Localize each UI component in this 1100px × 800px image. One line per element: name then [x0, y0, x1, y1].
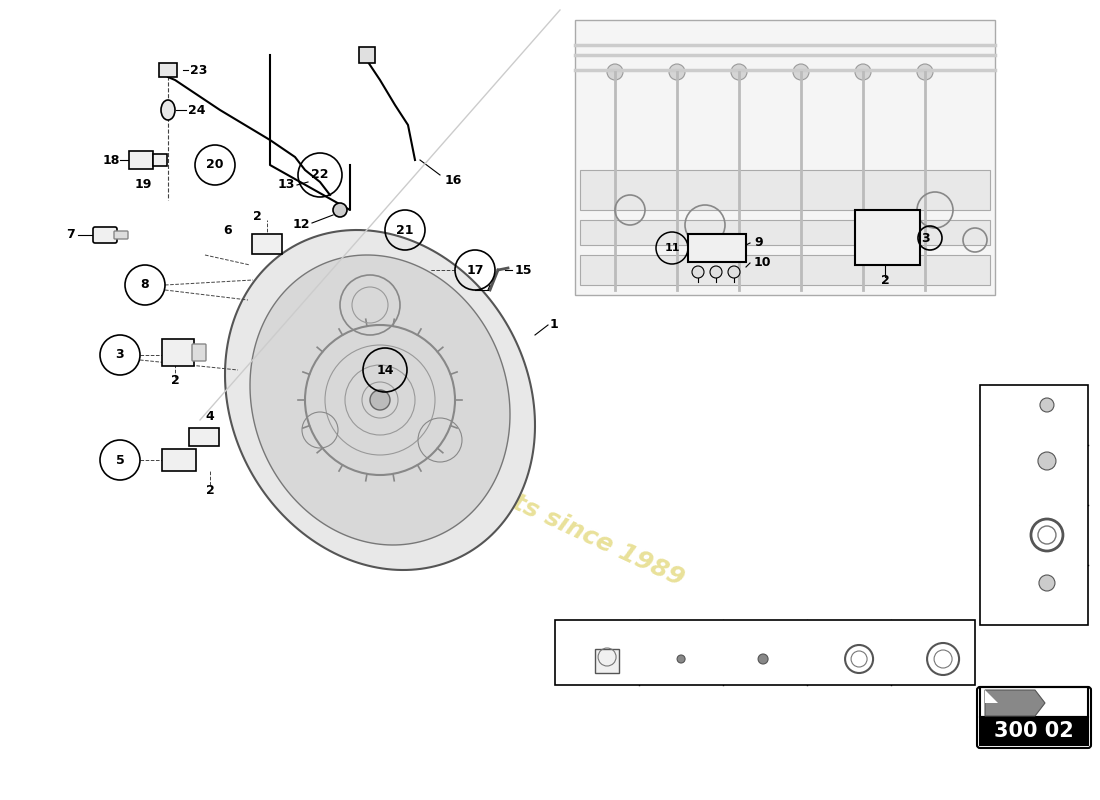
Polygon shape [250, 255, 510, 545]
Text: 8: 8 [984, 529, 993, 542]
Circle shape [728, 266, 740, 278]
Text: 3: 3 [116, 349, 124, 362]
Text: 8: 8 [141, 278, 150, 291]
Circle shape [917, 64, 933, 80]
FancyBboxPatch shape [359, 47, 375, 63]
Bar [580, 220, 990, 245]
FancyBboxPatch shape [162, 339, 194, 366]
Text: 2: 2 [253, 210, 262, 223]
Circle shape [669, 64, 685, 80]
Text: 5: 5 [984, 469, 993, 482]
Text: 15: 15 [515, 263, 532, 277]
Text: 11: 11 [812, 626, 829, 638]
Text: 6: 6 [223, 223, 232, 237]
FancyBboxPatch shape [94, 227, 117, 243]
Text: 13: 13 [277, 178, 295, 191]
Polygon shape [984, 690, 998, 703]
Text: 21: 21 [396, 223, 414, 237]
Bar [580, 255, 990, 285]
Text: 18: 18 [102, 154, 120, 166]
Text: 3: 3 [921, 231, 929, 245]
Text: 3: 3 [984, 409, 993, 422]
FancyBboxPatch shape [189, 428, 219, 446]
FancyBboxPatch shape [595, 649, 619, 673]
Polygon shape [984, 690, 1045, 716]
Circle shape [333, 203, 346, 217]
Bar [556, 620, 975, 685]
Bar [688, 234, 746, 262]
Bar [980, 687, 1088, 717]
Text: 24: 24 [188, 103, 206, 117]
Text: 12: 12 [293, 218, 310, 231]
Circle shape [607, 64, 623, 80]
Text: 7: 7 [66, 229, 75, 242]
Ellipse shape [161, 100, 175, 120]
Text: 4: 4 [206, 410, 214, 423]
Text: a passion for parts since 1989: a passion for parts since 1989 [293, 389, 688, 591]
Circle shape [793, 64, 808, 80]
Circle shape [1038, 452, 1056, 470]
Text: 5: 5 [116, 454, 124, 466]
FancyBboxPatch shape [162, 449, 196, 471]
Text: 11: 11 [664, 243, 680, 253]
Circle shape [370, 390, 390, 410]
Bar [580, 170, 990, 210]
FancyBboxPatch shape [192, 344, 206, 361]
Text: 17: 17 [560, 626, 578, 638]
Text: 22: 22 [644, 626, 661, 638]
Circle shape [1040, 575, 1055, 591]
Circle shape [692, 266, 704, 278]
Text: 20: 20 [984, 589, 1002, 602]
Text: 21: 21 [728, 626, 746, 638]
Text: 17: 17 [466, 263, 484, 277]
Text: 20: 20 [207, 158, 223, 171]
FancyBboxPatch shape [114, 231, 128, 239]
Circle shape [1040, 398, 1054, 412]
Text: 1: 1 [550, 318, 559, 331]
Text: 2: 2 [206, 483, 214, 497]
Circle shape [678, 655, 685, 663]
Text: 2: 2 [881, 274, 890, 286]
Text: 14: 14 [376, 363, 394, 377]
Circle shape [855, 64, 871, 80]
Text: 22: 22 [311, 169, 329, 182]
Text: 23: 23 [190, 63, 208, 77]
Text: 2: 2 [170, 374, 179, 386]
FancyBboxPatch shape [160, 63, 177, 77]
Circle shape [758, 654, 768, 664]
Text: 16: 16 [446, 174, 462, 186]
FancyBboxPatch shape [129, 151, 153, 169]
Circle shape [732, 64, 747, 80]
Circle shape [710, 266, 722, 278]
Bar [855, 210, 920, 265]
Text: 9: 9 [754, 237, 762, 250]
Bar [575, 20, 996, 295]
Polygon shape [226, 230, 535, 570]
Text: 19: 19 [134, 178, 152, 191]
Bar [980, 385, 1088, 625]
Text: 14: 14 [896, 626, 913, 638]
Text: 10: 10 [754, 257, 771, 270]
Bar [980, 717, 1088, 745]
FancyBboxPatch shape [153, 154, 167, 166]
Text: 300 02: 300 02 [994, 721, 1074, 741]
FancyBboxPatch shape [252, 234, 282, 254]
